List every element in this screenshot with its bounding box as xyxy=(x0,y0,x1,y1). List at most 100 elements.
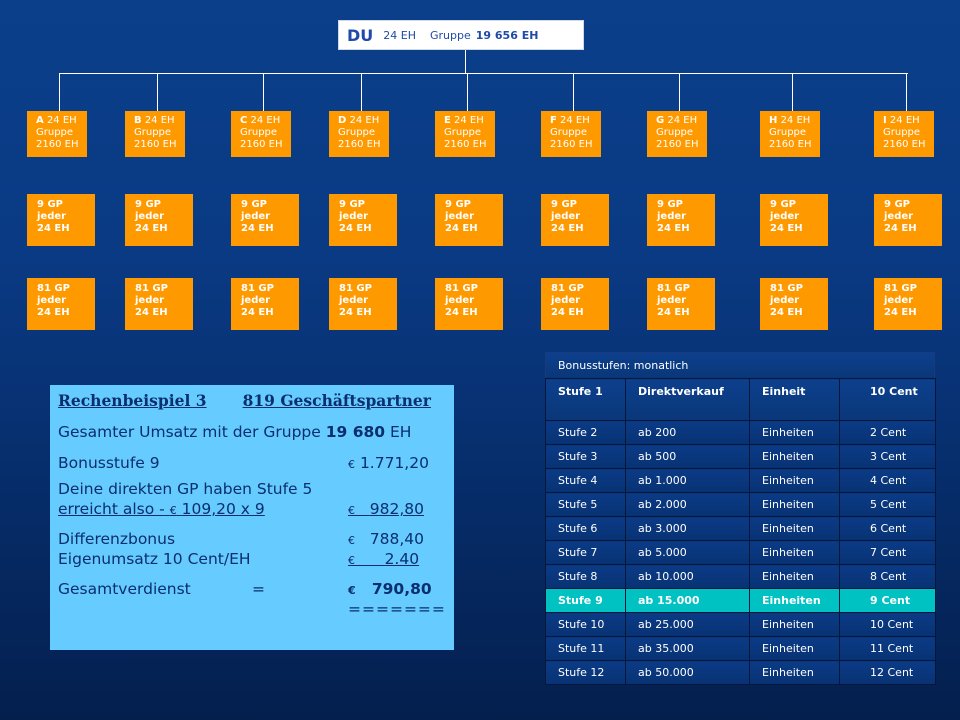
table-cell: 4 Cent xyxy=(839,468,936,493)
table-row: Stufe 5 ab 2.000 Einheiten 5 Cent xyxy=(545,492,936,517)
connector-drop xyxy=(59,73,60,111)
table-cell: 10 Cent xyxy=(839,612,936,637)
branch-node-gruppe: Gruppe xyxy=(338,127,376,138)
table-row: Stufe 3 ab 500 Einheiten 3 Cent xyxy=(545,444,936,469)
table-cell: Einheiten xyxy=(749,492,840,517)
table-row: Stufe 2 ab 200 Einheiten 2 Cent xyxy=(545,420,936,445)
diff-row: Differenzbonus € 788,40 xyxy=(58,530,446,550)
level2-node: 9 GP jeder 24 EH xyxy=(541,194,609,246)
branch-node-gruppe-value: 2160 EH xyxy=(240,139,283,150)
table-row: Stufe 12 ab 50.000 Einheiten 12 Cent xyxy=(545,660,936,685)
table-cell: ab 2.000 xyxy=(625,492,750,517)
connector-drop xyxy=(467,73,468,111)
connector-line xyxy=(465,50,466,74)
table-cell: Stufe 5 xyxy=(545,492,626,517)
table-cell: Einheiten xyxy=(749,468,840,493)
eh-value: 24 EH xyxy=(884,223,917,234)
eh-value: 24 EH xyxy=(770,307,803,318)
diff-label: Differenzbonus xyxy=(58,530,176,548)
connector-drop xyxy=(906,73,907,111)
branch-node-title: B 24 EH xyxy=(134,115,175,126)
jeder-label: jeder xyxy=(551,295,581,306)
table-cell: ab 25.000 xyxy=(625,612,750,637)
branch-node-gruppe-value: 2160 EH xyxy=(656,139,699,150)
table-cell: Stufe 9 xyxy=(545,588,626,613)
table-cell: 5 Cent xyxy=(839,492,936,517)
gp-count: 81 GP xyxy=(135,283,168,294)
jeder-label: jeder xyxy=(551,211,581,222)
table-header-cell: Stufe 1 xyxy=(545,378,626,421)
euro-sign: € xyxy=(348,504,355,517)
eh-value: 24 EH xyxy=(135,223,168,234)
umsatz-label: Gesamter Umsatz mit der Gruppe xyxy=(58,423,321,441)
gp-count: 81 GP xyxy=(37,283,70,294)
direkt-line1: Deine direkten GP haben Stufe 5 xyxy=(58,480,313,498)
branch-node-gruppe-value: 2160 EH xyxy=(338,139,381,150)
branch-node-title: F 24 EH xyxy=(550,115,590,126)
eh-value: 24 EH xyxy=(241,307,274,318)
bonus-label: Bonusstufe 9 xyxy=(58,454,160,472)
eigen-row: Eigenumsatz 10 Cent/EH € 2.40 xyxy=(58,550,446,570)
level2-node: 9 GP jeder 24 EH xyxy=(125,194,193,246)
table-cell: ab 500 xyxy=(625,444,750,469)
eh-value: 24 EH xyxy=(37,307,70,318)
table-row: Stufe 8 ab 10.000 Einheiten 8 Cent xyxy=(545,564,936,589)
branch-node-gruppe-value: 2160 EH xyxy=(769,139,812,150)
gesamt-value: 790,80 xyxy=(371,580,432,598)
branch-node-g: G 24 EH Gruppe 2160 EH xyxy=(647,111,707,157)
table-row: Stufe 6 ab 3.000 Einheiten 6 Cent xyxy=(545,516,936,541)
gp-count: 9 GP xyxy=(241,199,267,210)
jeder-label: jeder xyxy=(445,211,475,222)
gp-count: 9 GP xyxy=(37,199,63,210)
euro-sign: € xyxy=(169,504,177,517)
branch-node-gruppe: Gruppe xyxy=(883,127,921,138)
branch-node-title: G 24 EH xyxy=(656,115,698,126)
eh-value: 24 EH xyxy=(551,307,584,318)
branch-node-gruppe-value: 2160 EH xyxy=(134,139,177,150)
table-row: Stufe 9 ab 15.000 Einheiten 9 Cent xyxy=(545,588,936,613)
branch-node-gruppe: Gruppe xyxy=(134,127,172,138)
branch-node-gruppe: Gruppe xyxy=(36,127,74,138)
eh-value: 24 EH xyxy=(657,307,690,318)
branch-node-i: I 24 EH Gruppe 2160 EH xyxy=(874,111,934,157)
umsatz-unit: EH xyxy=(390,423,412,441)
branch-node-gruppe-value: 2160 EH xyxy=(36,139,79,150)
calc-title: Rechenbeispiel 3 819 Geschäftspartner xyxy=(58,391,446,410)
top-node-eh: 24 EH xyxy=(383,28,416,42)
gp-count: 81 GP xyxy=(551,283,584,294)
gp-count: 9 GP xyxy=(551,199,577,210)
gp-count: 9 GP xyxy=(884,199,910,210)
gesamt-label: Gesamtverdienst xyxy=(58,580,191,598)
branch-node-title: D 24 EH xyxy=(338,115,380,126)
gp-count: 81 GP xyxy=(657,283,690,294)
gp-count: 9 GP xyxy=(445,199,471,210)
bonus-row: Bonusstufe 9 € 1.771,20 xyxy=(58,454,446,474)
branch-node-gruppe-value: 2160 EH xyxy=(883,139,926,150)
jeder-label: jeder xyxy=(657,211,687,222)
branch-node-h: H 24 EH Gruppe 2160 EH xyxy=(760,111,820,157)
level3-node: 81 GP jeder 24 EH xyxy=(231,278,299,330)
level3-node: 81 GP jeder 24 EH xyxy=(647,278,715,330)
gesamt-underline: ======= xyxy=(348,600,446,618)
jeder-label: jeder xyxy=(884,211,914,222)
connector-drop xyxy=(263,73,264,111)
jeder-label: jeder xyxy=(657,295,687,306)
connector-drop xyxy=(573,73,574,111)
direkt-row-2: erreicht also - € 109,20 x 9 € 982,80 xyxy=(58,500,446,520)
eh-value: 24 EH xyxy=(339,307,372,318)
table-header-cell: 10 Cent xyxy=(839,378,936,421)
jeder-label: jeder xyxy=(770,295,800,306)
jeder-label: jeder xyxy=(37,295,67,306)
branch-node-e: E 24 EH Gruppe 2160 EH xyxy=(435,111,495,157)
eh-value: 24 EH xyxy=(339,223,372,234)
gp-count: 81 GP xyxy=(339,283,372,294)
table-cell: 6 Cent xyxy=(839,516,936,541)
umsatz-value: 19 680 xyxy=(325,423,386,441)
jeder-label: jeder xyxy=(135,211,165,222)
table-cell: Stufe 8 xyxy=(545,564,626,589)
table-cell: Einheiten xyxy=(749,660,840,685)
table-cell: 2 Cent xyxy=(839,420,936,445)
table-cell: Stufe 2 xyxy=(545,420,626,445)
eh-value: 24 EH xyxy=(445,307,478,318)
jeder-label: jeder xyxy=(884,295,914,306)
